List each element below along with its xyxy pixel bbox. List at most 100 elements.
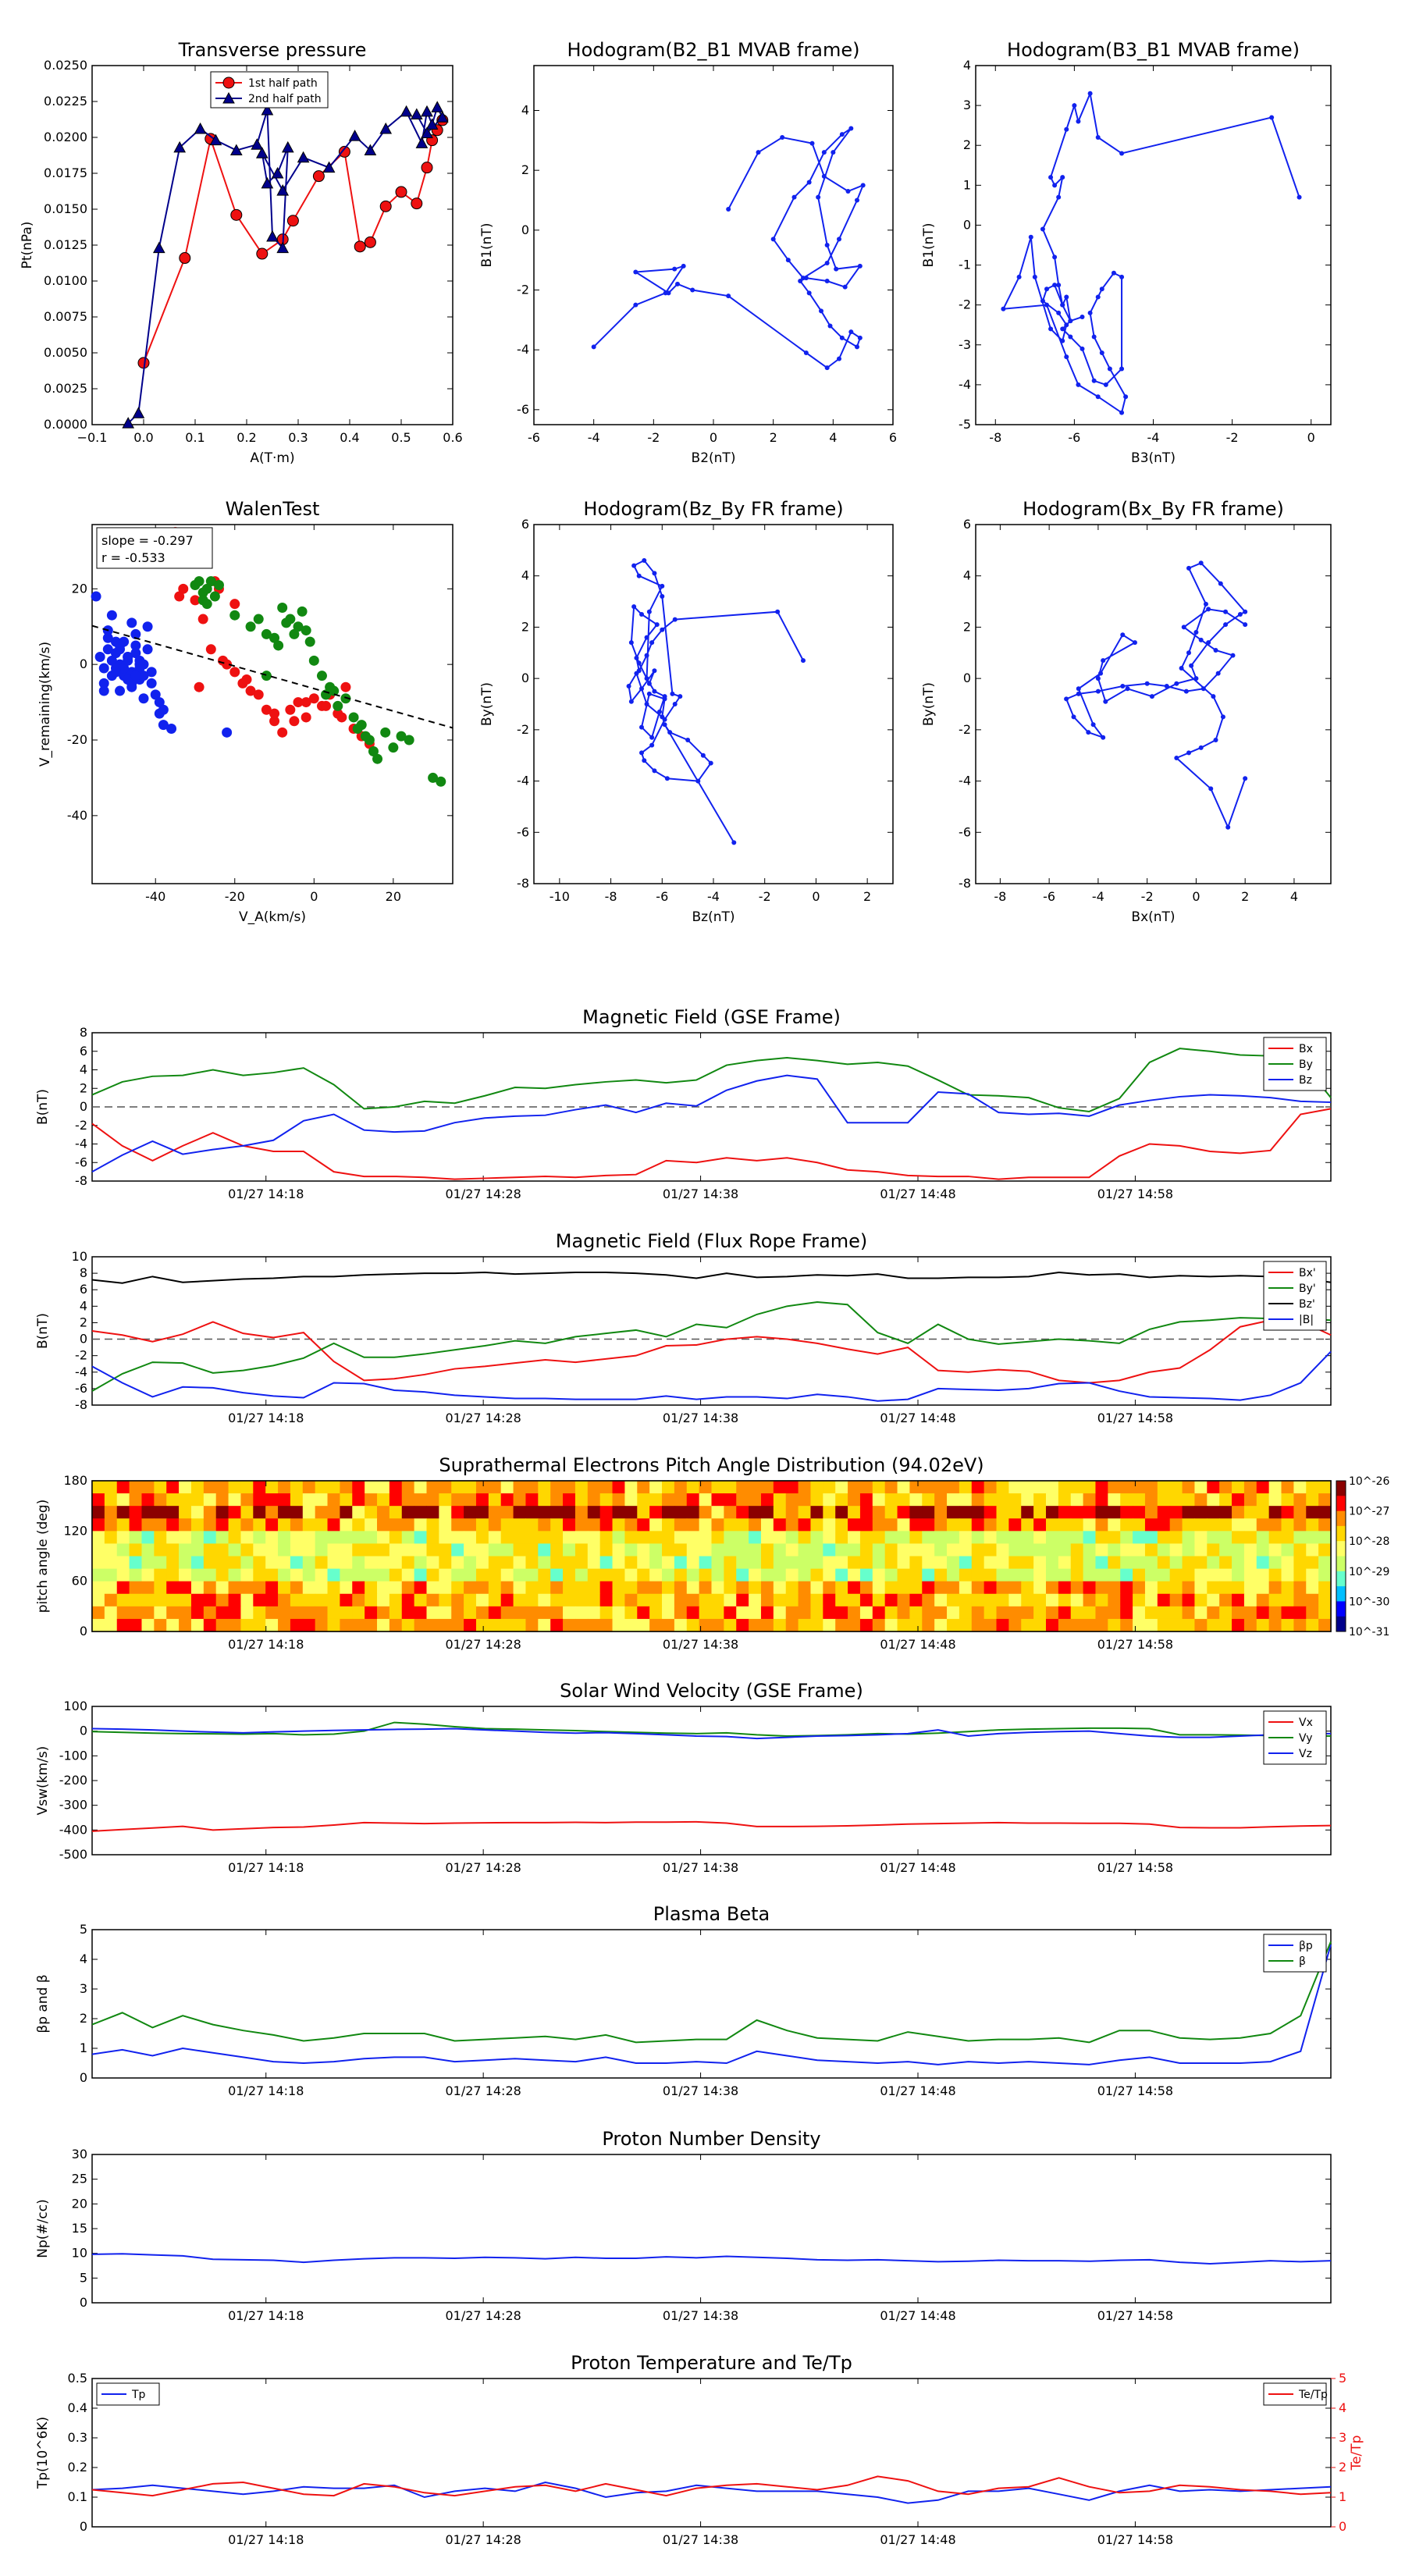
heatmap-cell	[624, 1518, 638, 1532]
heatmap-cell	[129, 1481, 142, 1494]
heatmap-cell	[414, 1518, 427, 1532]
data-point	[1198, 560, 1204, 566]
y-tick-label: 0.0000	[44, 417, 87, 432]
data-point	[1179, 666, 1184, 671]
scatter-point	[281, 617, 292, 628]
heatmap-cell	[439, 1581, 452, 1595]
heatmap-cell	[389, 1481, 403, 1494]
heatmap-cell	[327, 1618, 340, 1632]
heatmap-cell	[240, 1531, 254, 1544]
data-point	[660, 594, 665, 599]
heatmap-cell	[984, 1481, 998, 1494]
heatmap-cell	[859, 1493, 873, 1507]
heatmap-cell	[451, 1506, 464, 1519]
heatmap-cell	[984, 1531, 998, 1544]
heatmap-cell	[538, 1493, 551, 1507]
y-tick-label: 0.0250	[44, 58, 87, 73]
heatmap-cell	[215, 1493, 229, 1507]
heatmap-cell	[637, 1543, 650, 1557]
data-point	[809, 141, 815, 146]
heatmap-cell	[612, 1556, 625, 1570]
data-point	[649, 640, 655, 646]
heatmap-cell	[810, 1618, 823, 1632]
heatmap-cell	[1169, 1506, 1183, 1519]
heatmap-cell	[835, 1543, 848, 1557]
heatmap-cell	[922, 1581, 935, 1595]
data-point	[1101, 658, 1106, 664]
heatmap-cell	[451, 1543, 464, 1557]
heatmap-cell	[1070, 1593, 1084, 1607]
heatmap-cell	[302, 1543, 316, 1557]
y-tick-label: 0.0225	[44, 94, 87, 109]
heatmap-cell	[290, 1493, 304, 1507]
heatmap-cell	[971, 1481, 985, 1494]
heatmap-cell	[1281, 1481, 1294, 1494]
heatmap-cell	[439, 1518, 452, 1532]
heatmap-cell	[1219, 1493, 1232, 1507]
heatmap-cell	[215, 1531, 229, 1544]
heatmap-cell	[104, 1606, 118, 1620]
heatmap-cell	[922, 1493, 935, 1507]
heatmap-cell	[500, 1606, 514, 1620]
heatmap-cell	[278, 1531, 291, 1544]
heatmap-cell	[1058, 1556, 1072, 1570]
data-point	[663, 290, 668, 296]
heatmap-cell	[959, 1606, 973, 1620]
heatmap-cell	[1182, 1556, 1195, 1570]
heatmap-cell	[624, 1506, 638, 1519]
scatter-point	[253, 614, 264, 624]
heatmap-cell	[624, 1481, 638, 1494]
heatmap-cell	[104, 1506, 118, 1519]
heatmap-cell	[1133, 1481, 1146, 1494]
heatmap-cell	[971, 1531, 985, 1544]
data-point	[1198, 745, 1204, 750]
heatmap-cell	[550, 1556, 564, 1570]
heatmap-cell	[884, 1556, 898, 1570]
heatmap-cell	[1120, 1531, 1133, 1544]
x-tick-label: 0.0	[133, 430, 153, 445]
heatmap-cell	[488, 1556, 502, 1570]
heatmap-cell	[724, 1593, 737, 1607]
heatmap-cell	[513, 1556, 526, 1570]
data-point	[1060, 326, 1065, 332]
data-point	[672, 702, 678, 706]
heatmap-cell	[823, 1606, 836, 1620]
heatmap-cell	[203, 1531, 217, 1544]
data-point	[695, 778, 701, 784]
heatmap-cell	[1243, 1506, 1257, 1519]
data-point	[644, 653, 649, 658]
heatmap-cell	[500, 1618, 514, 1632]
data-point	[1206, 607, 1211, 612]
x-tick-label: -6	[1068, 430, 1080, 445]
data-point	[652, 668, 657, 674]
heatmap-cell	[599, 1581, 614, 1595]
annotation-box	[96, 527, 213, 569]
time-tick-label: 01/27 14:28	[446, 2308, 521, 2323]
y-tick-label: 4	[963, 568, 971, 583]
data-point	[1183, 688, 1189, 694]
heatmap-cell	[599, 1531, 614, 1544]
heatmap-cell	[1045, 1506, 1059, 1519]
heatmap-cell	[1108, 1531, 1121, 1544]
data-point	[628, 640, 634, 646]
colorbar-segment	[1336, 1541, 1346, 1557]
heatmap-cell	[475, 1531, 489, 1544]
heatmap-cell	[1182, 1618, 1195, 1632]
heatmap-cell	[612, 1506, 625, 1519]
heatmap-cell	[823, 1618, 836, 1632]
x-tick-label: 2	[1241, 889, 1249, 904]
heatmap-cell	[1268, 1481, 1282, 1494]
heatmap-cell	[749, 1543, 762, 1557]
heatmap-cell	[401, 1568, 415, 1582]
heatmap-cell	[116, 1556, 130, 1570]
heatmap-cell	[649, 1506, 663, 1519]
heatmap-cell	[215, 1593, 229, 1607]
data-point	[780, 135, 785, 140]
heatmap-cell	[773, 1593, 787, 1607]
scatter-point	[138, 693, 149, 704]
chart-np: Proton Number Density051015202530Np(#/cc…	[35, 2128, 1332, 2323]
series-line-Vy	[91, 1721, 1332, 1738]
heatmap-cell	[550, 1581, 564, 1595]
heatmap-cell	[823, 1531, 836, 1544]
series-line-β	[91, 1941, 1332, 2044]
